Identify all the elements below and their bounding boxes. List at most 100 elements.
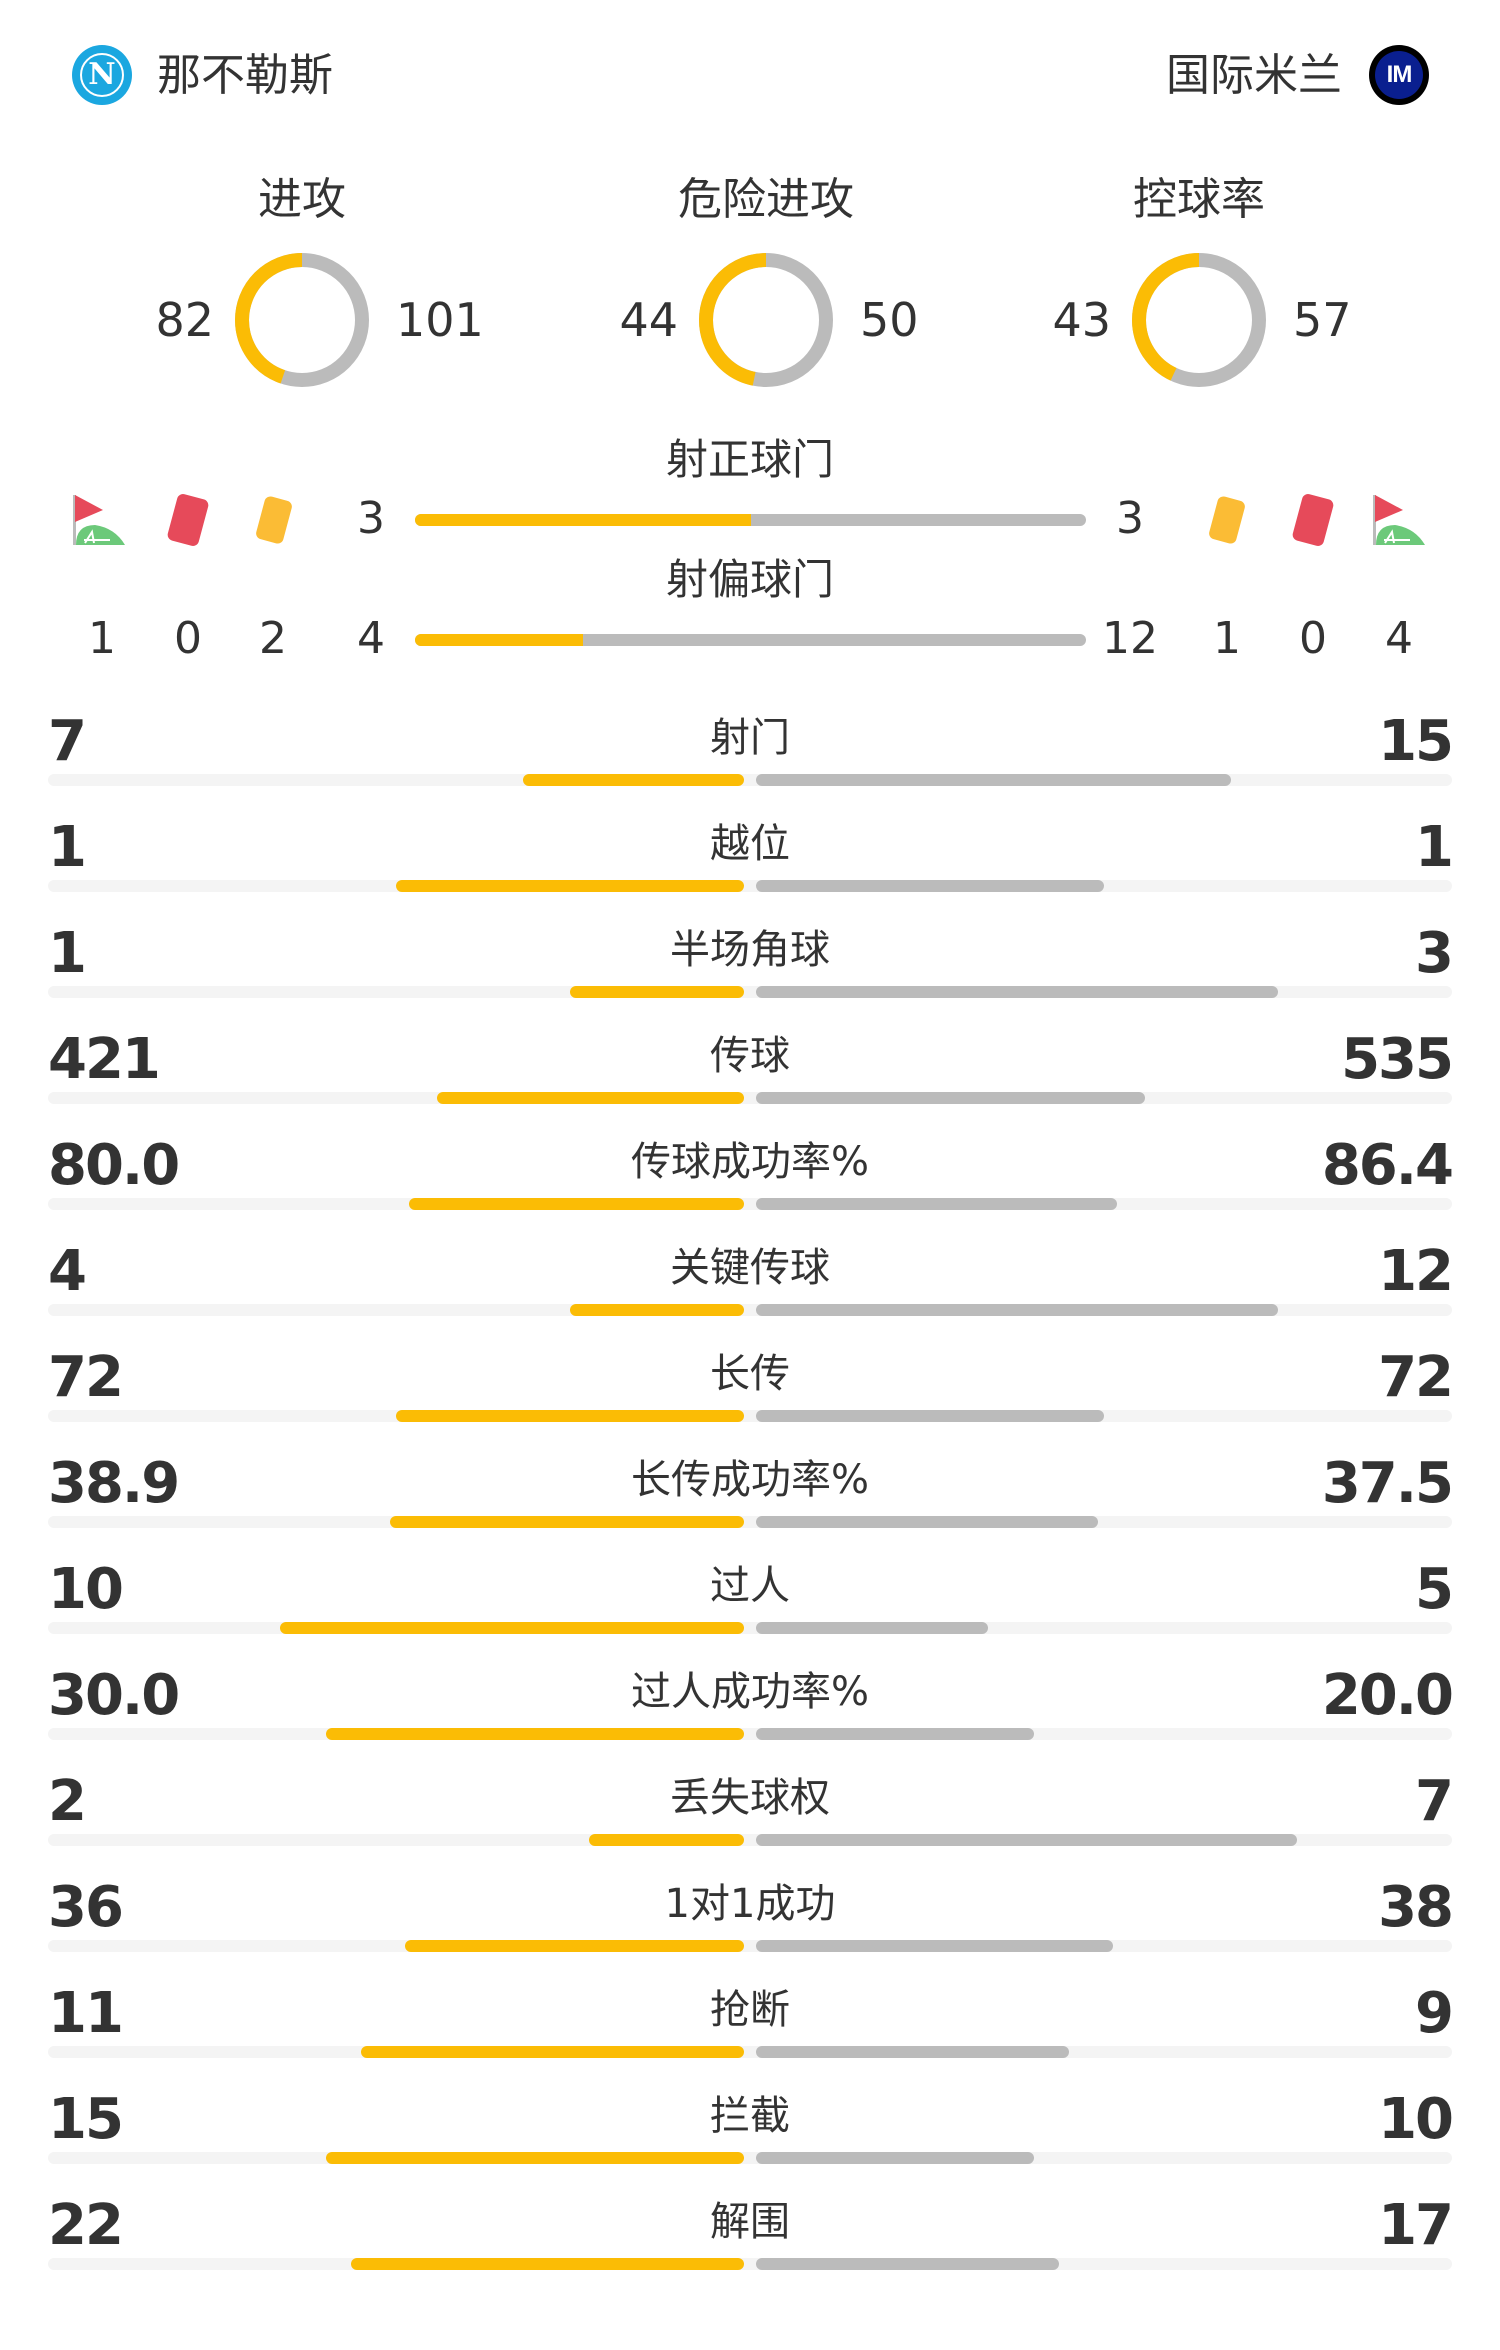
stat-label: 解围	[710, 2199, 790, 2245]
donut-away-value: 57	[1293, 293, 1352, 347]
away-yellow-card-icon	[1209, 496, 1245, 544]
stat-track	[48, 880, 1452, 892]
stat-home-bar	[522, 774, 744, 786]
stat-away-value: 37.5	[1321, 1451, 1454, 1516]
shots-on-target-bar	[415, 514, 1086, 526]
stat-track	[48, 1410, 1452, 1422]
away-shots-off-target: 12	[1102, 613, 1158, 664]
stat-away-value: 5	[1415, 1557, 1454, 1622]
stat-home-bar	[396, 1410, 744, 1422]
stat-home-bar	[326, 1728, 744, 1740]
stat-track	[48, 1728, 1452, 1740]
donut-chart	[1132, 253, 1266, 387]
away-red-cards: 0	[1299, 613, 1327, 664]
stat-label: 关键传球	[670, 1245, 830, 1291]
donut-home-value: 82	[155, 293, 214, 347]
stat-home-value: 10	[48, 1557, 124, 1622]
stat-label: 射门	[710, 715, 790, 761]
stat-label: 传球	[710, 1033, 790, 1079]
donut-home-value: 43	[1052, 293, 1111, 347]
stat-track	[48, 2046, 1452, 2058]
stat-home-value: 1	[48, 815, 87, 880]
shots-off-target-bar	[415, 634, 1086, 646]
stat-away-value: 15	[1378, 709, 1454, 774]
stat-label: 拦截	[710, 2093, 790, 2139]
stat-home-bar	[405, 1940, 744, 1952]
stat-track	[48, 1834, 1452, 1846]
stat-track	[48, 1516, 1452, 1528]
stat-track	[48, 1304, 1452, 1316]
away-yellow-cards: 1	[1213, 613, 1241, 664]
stat-home-bar	[361, 2046, 744, 2058]
away-corners: 4	[1385, 613, 1413, 664]
stat-label: 过人成功率%	[630, 1669, 869, 1715]
stat-home-value: 421	[48, 1027, 161, 1092]
donut-home-segment	[699, 253, 833, 387]
stat-track	[48, 774, 1452, 786]
stat-home-value: 11	[48, 1981, 124, 2046]
donut-away-value: 101	[396, 293, 484, 347]
stat-away-value: 7	[1415, 1769, 1454, 1834]
shots-off-target-home-fill	[415, 634, 583, 646]
stat-home-bar	[280, 1622, 744, 1634]
stat-track	[48, 1092, 1452, 1104]
donut-home-segment	[235, 253, 369, 387]
donut-home-value: 44	[619, 293, 678, 347]
stat-away-value: 20.0	[1321, 1663, 1454, 1728]
stat-away-bar	[756, 774, 1231, 786]
stat-label: 越位	[710, 821, 790, 867]
stat-track	[48, 1622, 1452, 1634]
away-shots-on-target: 3	[1116, 493, 1144, 544]
stat-home-value: 22	[48, 2193, 124, 2258]
stat-home-value: 1	[48, 921, 87, 986]
stat-home-value: 80.0	[48, 1133, 180, 1198]
stat-away-bar	[756, 2046, 1070, 2058]
stat-away-bar	[756, 880, 1104, 892]
stat-home-bar	[351, 2258, 744, 2270]
shots-on-target-label: 射正球门	[665, 435, 834, 484]
donut-title: 危险进攻	[678, 174, 854, 225]
stat-away-value: 3	[1415, 921, 1454, 986]
stat-home-value: 7	[48, 709, 87, 774]
stat-home-value: 2	[48, 1769, 87, 1834]
shots-on-target-home-fill	[415, 514, 751, 526]
donut-title: 进攻	[258, 174, 346, 225]
stat-home-value: 72	[48, 1345, 124, 1410]
stat-label: 1对1成功	[664, 1881, 836, 1927]
stat-away-value: 86.4	[1321, 1133, 1454, 1198]
away-team-name: 国际米兰	[1166, 50, 1342, 101]
stat-away-value: 72	[1378, 1345, 1454, 1410]
away-red-card-icon	[1292, 494, 1334, 546]
stat-home-value: 30.0	[48, 1663, 180, 1728]
stat-home-bar	[589, 1834, 744, 1846]
stat-away-value: 535	[1341, 1027, 1454, 1092]
stat-away-bar	[756, 1092, 1146, 1104]
stat-home-value: 4	[48, 1239, 87, 1304]
home-yellow-card-icon	[256, 496, 292, 544]
stat-away-value: 9	[1415, 1981, 1454, 2046]
stat-track	[48, 986, 1452, 998]
home-corners: 1	[88, 613, 116, 664]
stat-away-bar	[756, 2152, 1035, 2164]
stat-away-value: 17	[1378, 2193, 1454, 2258]
stat-away-value: 38	[1378, 1875, 1454, 1940]
stat-away-bar	[756, 1622, 988, 1634]
home-red-cards: 0	[174, 613, 202, 664]
stat-label: 长传	[710, 1351, 790, 1397]
stat-away-bar	[756, 1304, 1278, 1316]
stat-track	[48, 1940, 1452, 1952]
home-shots-off-target: 4	[357, 613, 385, 664]
stat-away-bar	[756, 2258, 1060, 2270]
donut-away-value: 50	[860, 293, 919, 347]
stat-home-bar	[437, 1092, 744, 1104]
stat-away-value: 1	[1415, 815, 1454, 880]
stat-away-bar	[756, 986, 1278, 998]
stat-away-bar	[756, 1834, 1298, 1846]
donut-title: 控球率	[1133, 174, 1265, 225]
donut-chart	[235, 253, 369, 387]
donut-home-segment	[1132, 253, 1266, 387]
home-yellow-cards: 2	[259, 613, 287, 664]
stat-away-bar	[756, 1410, 1104, 1422]
stat-home-value: 38.9	[48, 1451, 180, 1516]
stat-label: 丢失球权	[670, 1775, 830, 1821]
